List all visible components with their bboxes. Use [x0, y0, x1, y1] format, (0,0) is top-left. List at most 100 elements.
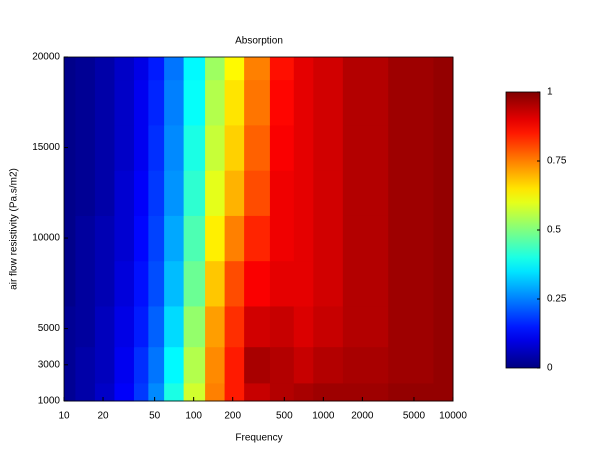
heat-cell — [205, 124, 226, 171]
heat-cell — [388, 346, 434, 384]
heat-cell — [205, 79, 226, 126]
heat-cell — [342, 346, 389, 384]
heat-cell — [388, 170, 434, 216]
heat-cell — [64, 215, 76, 262]
heat-cell — [75, 170, 96, 216]
heat-cell — [269, 382, 295, 402]
heat-cell — [114, 79, 135, 126]
heat-cell — [244, 79, 271, 126]
heat-cell — [224, 170, 245, 216]
heat-cell — [269, 79, 295, 126]
heat-cell — [293, 382, 314, 402]
heat-cell — [244, 57, 271, 81]
heat-cell — [114, 124, 135, 171]
heat-cell — [164, 305, 185, 348]
heat-cell — [388, 79, 434, 126]
x-tick-label: 50 — [149, 411, 161, 422]
heat-cell — [313, 124, 344, 171]
heat-cell — [224, 346, 245, 384]
heat-cell — [293, 346, 314, 384]
y-tick-label: 20000 — [32, 52, 60, 63]
heat-cell — [433, 346, 454, 384]
heat-cell — [183, 215, 206, 262]
heat-cell — [183, 260, 206, 307]
heat-cell — [75, 260, 96, 307]
heat-cell — [133, 79, 149, 126]
heat-cell — [433, 305, 454, 348]
y-tick-label: 10000 — [32, 233, 60, 244]
heat-cell — [224, 382, 245, 402]
heat-cell — [148, 260, 165, 307]
heat-cell — [94, 215, 115, 262]
heat-cell — [164, 260, 185, 307]
heat-cell — [114, 305, 135, 348]
heat-cell — [433, 215, 454, 262]
colorbar-tick-label: 1 — [547, 87, 553, 98]
y-tick-label: 15000 — [32, 142, 60, 153]
heat-cell — [205, 382, 226, 402]
heat-cell — [313, 305, 344, 348]
heat-cell — [148, 79, 165, 126]
heat-cell — [183, 346, 206, 384]
x-tick-label: 2000 — [351, 411, 374, 422]
heat-cell — [244, 124, 271, 171]
heat-cell — [94, 57, 115, 81]
heat-cell — [224, 79, 245, 126]
heat-cell — [114, 346, 135, 384]
heat-cell — [148, 382, 165, 402]
heat-cell — [205, 57, 226, 81]
heat-cell — [244, 260, 271, 307]
heat-cell — [313, 215, 344, 262]
heat-cell — [342, 305, 389, 348]
heat-cell — [148, 57, 165, 81]
x-tick-label: 10 — [58, 411, 70, 422]
heat-cell — [342, 79, 389, 126]
heat-cell — [388, 215, 434, 262]
heat-cell — [64, 170, 76, 216]
heat-cell — [94, 79, 115, 126]
heat-cell — [224, 260, 245, 307]
heat-cell — [64, 346, 76, 384]
heat-cell — [114, 382, 135, 402]
heat-cell — [133, 305, 149, 348]
heat-cell — [183, 382, 206, 402]
heat-cell — [342, 382, 389, 402]
heat-cell — [148, 305, 165, 348]
heat-cell — [94, 346, 115, 384]
y-tick-label: 5000 — [38, 323, 61, 334]
heat-cell — [94, 124, 115, 171]
heat-cell — [388, 124, 434, 171]
heat-cell — [224, 305, 245, 348]
heat-cell — [293, 57, 314, 81]
heat-cell — [164, 215, 185, 262]
heat-cell — [342, 170, 389, 216]
heat-cell — [205, 215, 226, 262]
colorbar-tick-label: 0.5 — [547, 225, 561, 236]
heat-cell — [133, 124, 149, 171]
heat-cell — [342, 260, 389, 307]
heat-cell — [64, 260, 76, 307]
heat-cell — [313, 57, 344, 81]
heat-cell — [433, 170, 454, 216]
heat-cell — [244, 382, 271, 402]
y-axis-label: air flow resistivity (Pa.s/m2) — [9, 168, 20, 290]
heat-cell — [148, 124, 165, 171]
x-tick-label: 10000 — [439, 411, 467, 422]
y-tick-label: 1000 — [38, 396, 61, 407]
heat-cell — [64, 57, 76, 81]
heat-cell — [114, 215, 135, 262]
heat-cell — [293, 124, 314, 171]
heat-cell — [75, 346, 96, 384]
heat-cell — [164, 170, 185, 216]
heat-cell — [148, 215, 165, 262]
heat-cell — [75, 215, 96, 262]
heat-cell — [388, 260, 434, 307]
heat-cell — [433, 382, 454, 402]
heat-cell — [133, 170, 149, 216]
heat-cell — [164, 346, 185, 384]
heat-cell — [205, 346, 226, 384]
heat-cell — [75, 79, 96, 126]
heat-cell — [269, 57, 295, 81]
colorbar-tick-label: 0.75 — [547, 156, 567, 167]
plot-frame — [63, 56, 454, 402]
